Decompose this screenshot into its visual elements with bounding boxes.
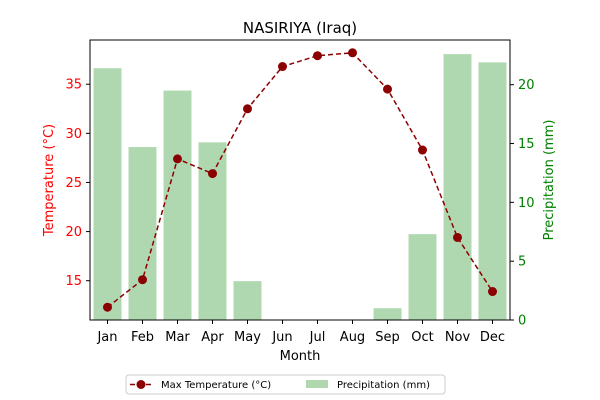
temperature-point-jul — [313, 51, 322, 61]
y-right-tick-label-15: 15 — [518, 137, 535, 152]
temperature-line — [107, 51, 494, 308]
y-left-tick-label-15: 15 — [65, 274, 82, 289]
x-tick-label-dec: Dec — [480, 330, 505, 345]
temperature-point-mar — [173, 154, 182, 164]
y-right-tick-label-0: 0 — [518, 314, 526, 329]
chart-title: NASIRIYA (Iraq) — [243, 19, 357, 37]
x-tick-label-apr: Apr — [201, 330, 224, 345]
x-tick-label-sep: Sep — [375, 330, 400, 345]
legend-bar-swatch — [306, 380, 328, 388]
legend: Max Temperature (°C) Precipitation (mm) — [125, 374, 446, 395]
precip-bar-oct — [408, 234, 437, 320]
temperature-point-may — [243, 104, 252, 114]
x-tick-label-jul: Jul — [309, 330, 326, 345]
x-tick-label-oct: Oct — [411, 330, 433, 345]
legend-box — [125, 374, 446, 395]
temperature-point-jan — [103, 302, 112, 312]
temperature-point-aug — [348, 48, 357, 58]
temperature-point-dec — [488, 287, 497, 297]
plot-frame — [89, 39, 511, 321]
x-tick-label-mar: Mar — [165, 330, 190, 345]
temperature-point-sep — [383, 84, 392, 94]
y-left-tick-label-35: 35 — [65, 78, 82, 93]
y-left-tick-label-20: 20 — [65, 225, 82, 240]
precip-bar-dec — [478, 62, 507, 320]
x-axis-label: Month — [280, 349, 321, 364]
temperature-point-oct — [418, 145, 427, 155]
line-layer — [103, 48, 497, 312]
precip-bar-feb — [128, 147, 157, 320]
y-axis-label-right: Precipitation (mm) — [542, 120, 557, 241]
legend-line-marker — [136, 380, 146, 389]
x-tick-label-jan: Jan — [96, 330, 117, 345]
x-tick-label-feb: Feb — [131, 330, 154, 345]
precip-bar-apr — [198, 142, 227, 320]
temperature-point-nov — [453, 232, 462, 242]
precip-bar-nov — [443, 54, 472, 321]
axes-layer: Jan Feb Mar Apr May Jun Jul Aug Sep Oct Nov Dec 15 20… — [65, 39, 535, 345]
x-tick-label-nov: Nov — [445, 330, 471, 345]
precip-bar-may — [233, 281, 262, 320]
y-axis-label-left: Temperature (°C) — [42, 124, 57, 237]
x-tick-label-jun: Jun — [271, 330, 292, 345]
temperature-point-feb — [138, 275, 147, 285]
legend-label-temperature: Max Temperature (°C) — [161, 380, 271, 391]
y-right-tick-label-20: 20 — [518, 78, 535, 93]
precip-bar-sep — [373, 308, 402, 320]
y-left-tick-label-25: 25 — [65, 176, 82, 191]
y-right-tick-label-5: 5 — [518, 255, 526, 270]
x-tick-label-aug: Aug — [340, 330, 365, 345]
precip-bar-jan — [93, 68, 122, 321]
temperature-point-jun — [278, 62, 287, 72]
x-tick-label-may: May — [234, 330, 261, 345]
y-left-tick-label-30: 30 — [65, 127, 82, 142]
precip-bar-mar — [163, 90, 192, 320]
bars-layer — [93, 54, 507, 321]
legend-label-precipitation: Precipitation (mm) — [337, 380, 430, 391]
temperature-point-apr — [208, 169, 217, 179]
y-right-tick-label-10: 10 — [518, 196, 535, 211]
